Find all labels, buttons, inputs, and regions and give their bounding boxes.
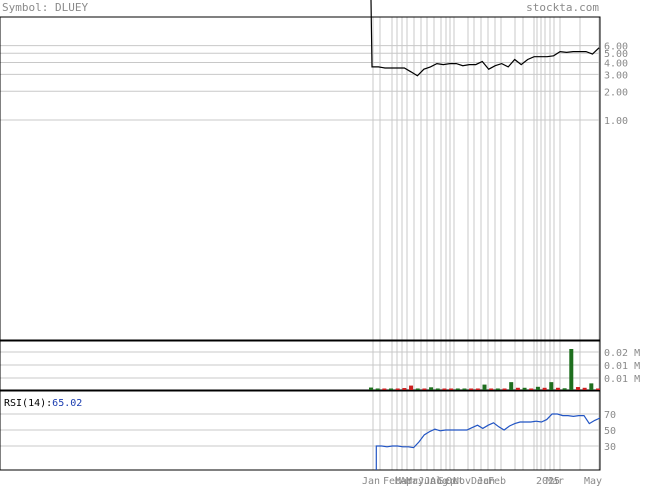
volume-bar <box>402 388 407 390</box>
date-tick-label: Oct <box>446 476 464 486</box>
rsi-tick-label: 70 <box>604 410 616 421</box>
symbol-label: Symbol: DLUEY <box>2 1 88 14</box>
date-tick-label: Feb <box>383 476 401 486</box>
date-tick-label: Dec <box>471 476 489 486</box>
volume-bar <box>542 387 547 390</box>
volume-bar <box>549 382 554 390</box>
site-name: stockta.com <box>526 1 599 14</box>
date-tick-label: Nov <box>453 476 471 486</box>
date-tick-label: Aug <box>430 476 448 486</box>
price-tick-label: 6.00 <box>604 42 628 53</box>
volume-bar <box>596 388 600 390</box>
rsi-axis: 70 50 30 <box>604 410 616 453</box>
volume-tick-label: 0.02 M <box>604 348 640 359</box>
volume-bar <box>515 387 520 390</box>
volume-panel <box>0 340 601 391</box>
volume-bar <box>482 384 487 390</box>
volume-bar <box>522 387 527 390</box>
price-line <box>370 0 600 77</box>
rsi-panel <box>0 390 601 471</box>
volume-bar <box>409 385 414 390</box>
volume-bar <box>555 387 560 390</box>
volume-bar <box>582 387 587 390</box>
volume-bar <box>569 349 574 390</box>
volume-bar <box>429 387 434 390</box>
rsi-tick-label: 30 <box>604 442 616 453</box>
volume-bar <box>449 388 454 390</box>
volume-bar <box>369 387 373 390</box>
volume-bar <box>509 382 514 390</box>
price-panel <box>0 16 601 341</box>
volume-bar <box>529 388 534 390</box>
volume-bar <box>435 388 440 390</box>
date-tick-label: Apr <box>400 476 418 486</box>
volume-bar <box>495 388 500 390</box>
volume-tick-label: 0.01 M <box>604 361 640 372</box>
date-tick-label: Jun <box>418 476 436 486</box>
volume-bars <box>369 349 600 390</box>
price-tick-label: 4.00 <box>604 59 628 70</box>
date-tick-label: 2025 <box>536 476 560 486</box>
date-tick-label: Sep <box>438 476 456 486</box>
volume-bar <box>415 388 420 390</box>
rsi-tick-label: 50 <box>604 426 616 437</box>
date-tick-label: Jan <box>477 476 495 486</box>
date-tick-label: May <box>406 476 424 486</box>
volume-bar <box>389 388 394 390</box>
volume-bar <box>455 388 460 390</box>
grid-lines <box>0 17 600 470</box>
volume-bar <box>535 386 540 390</box>
volume-bar <box>375 388 380 390</box>
date-tick-label: Feb <box>488 476 506 486</box>
rsi-value: 65.02 <box>52 398 82 409</box>
volume-bar <box>442 388 447 390</box>
price-tick-label: 2.00 <box>604 87 628 98</box>
rsi-line <box>375 413 601 470</box>
volume-bar <box>475 388 480 390</box>
volume-axis: 0.02 M 0.01 M 0.01 M <box>604 348 640 385</box>
rsi-indicator: RSI(14):65.02 <box>4 398 82 409</box>
volume-bar <box>589 383 594 390</box>
date-tick-label: Jul <box>424 476 442 486</box>
date-tick-label: Jan <box>362 476 380 486</box>
volume-bar <box>382 388 387 390</box>
volume-bar <box>562 388 567 390</box>
price-tick-label: 5.00 <box>604 49 628 60</box>
price-tick-label: 3.00 <box>604 70 628 81</box>
price-axis: 6.005.004.003.00 2.00 1.00 <box>604 42 628 127</box>
volume-bar <box>575 387 580 390</box>
price-tick-label: 1.00 <box>604 116 628 127</box>
volume-bar <box>489 388 494 390</box>
date-tick-label: May <box>584 476 602 486</box>
date-tick-label: Mar <box>395 476 413 486</box>
volume-tick-label: 0.01 M <box>604 374 640 385</box>
volume-bar <box>395 388 400 390</box>
date-tick-label: Mar <box>546 476 564 486</box>
volume-bar <box>502 388 507 390</box>
volume-bar <box>422 388 427 390</box>
rsi-label: RSI(14): <box>4 398 52 409</box>
volume-bar <box>469 388 474 390</box>
volume-bar <box>462 388 467 390</box>
